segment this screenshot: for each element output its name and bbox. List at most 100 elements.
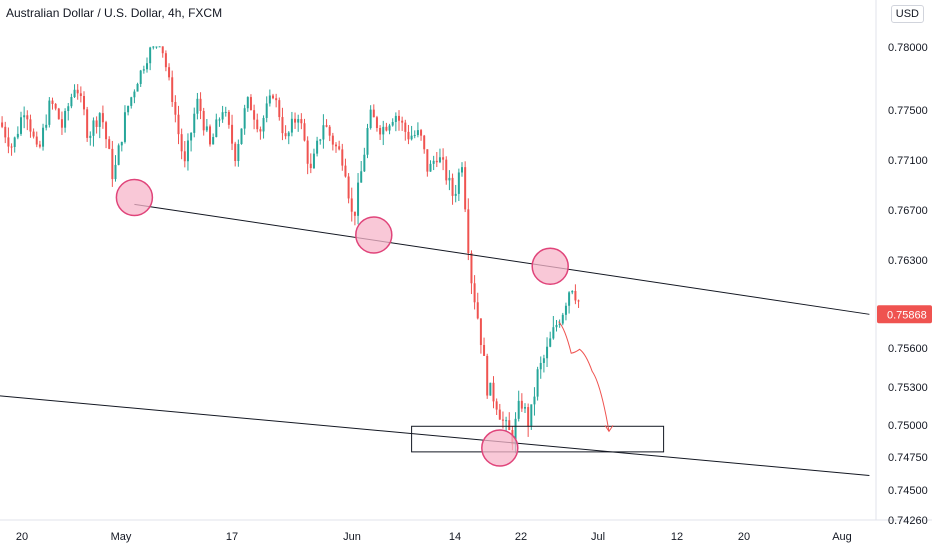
candle-body	[57, 108, 60, 120]
candle-body	[278, 100, 281, 118]
candle-body	[457, 172, 460, 194]
candle-body	[54, 103, 57, 109]
candle-body	[26, 115, 29, 120]
candle-body	[249, 97, 252, 111]
price-tick-label: 0.75300	[888, 382, 928, 394]
upper-trendline	[134, 203, 870, 315]
candle-body	[448, 177, 451, 181]
candle-body	[530, 404, 533, 427]
candle-body	[86, 109, 89, 138]
candle-body	[558, 323, 561, 325]
candle-body	[539, 362, 542, 370]
price-axis-background	[876, 0, 932, 550]
candle-body	[23, 115, 26, 118]
candle-body	[360, 171, 363, 183]
candle-body	[505, 420, 508, 422]
candle-body	[420, 130, 423, 136]
time-axis[interactable]: 20 May 17 Jun 14 22 Jul 12 20 Aug	[16, 531, 852, 543]
candle-body	[429, 163, 432, 172]
candle-body	[309, 163, 312, 169]
candle-body	[149, 47, 152, 64]
candle-body	[199, 98, 202, 111]
candle-body	[256, 119, 259, 130]
candle-body	[382, 126, 385, 135]
candle-body	[366, 128, 369, 155]
price-tick-label: 0.74260	[888, 515, 928, 527]
candle-body	[467, 209, 470, 254]
candle-body	[234, 143, 237, 162]
candle-body	[180, 134, 183, 152]
candle-body	[174, 101, 177, 115]
candle-body	[568, 292, 571, 306]
candle-body	[527, 407, 530, 427]
candle-body	[571, 290, 574, 293]
candle-body	[306, 140, 309, 164]
candle-body	[413, 135, 416, 137]
price-tick-label: 0.75000	[888, 420, 928, 432]
time-tick-label: 17	[226, 531, 238, 543]
candle-body	[246, 97, 249, 109]
candle-body	[394, 115, 397, 122]
price-axis[interactable]: 0.78000 0.77500 0.77100 0.76700 0.76300 0.756…	[877, 42, 932, 527]
candle-body	[272, 95, 274, 99]
candle-body	[284, 133, 287, 137]
currency-button[interactable]: USD	[890, 5, 924, 23]
candle-body	[215, 119, 218, 138]
candle-body	[574, 290, 577, 301]
touch-point-marker	[481, 429, 519, 467]
candle-body	[262, 117, 265, 132]
candle-body	[177, 114, 180, 135]
candle-body	[350, 198, 353, 212]
chart-title: Australian Dollar / U.S. Dollar, 4h, FXC…	[6, 6, 223, 20]
candle-body	[196, 98, 199, 114]
candle-body	[489, 382, 492, 396]
candle-body	[16, 133, 19, 138]
candle-body	[73, 89, 76, 98]
time-tick-label: 12	[671, 531, 683, 543]
time-tick-label: May	[111, 531, 132, 543]
candle-body	[331, 135, 334, 145]
candle-body	[325, 125, 328, 127]
candle-body	[10, 146, 13, 148]
candle-body	[561, 314, 564, 324]
time-tick-label: 20	[738, 531, 750, 543]
candle-body	[186, 140, 189, 162]
candle-body	[347, 176, 350, 199]
candle-body	[218, 119, 221, 121]
candle-body	[70, 97, 73, 107]
candle-body	[209, 126, 211, 145]
candle-body	[136, 83, 139, 92]
candle-body	[158, 46, 161, 48]
candle-body	[486, 355, 489, 396]
candle-body	[479, 318, 482, 346]
candle-body	[357, 182, 360, 216]
candle-body	[498, 409, 501, 420]
candle-body	[193, 113, 196, 133]
candle-body	[32, 131, 35, 137]
candle-body	[4, 126, 7, 138]
time-tick-label: 22	[515, 531, 527, 543]
candle-body	[83, 95, 85, 110]
candle-body	[536, 369, 539, 397]
candle-body	[401, 120, 404, 123]
candle-body	[369, 109, 372, 129]
candle-body	[38, 144, 41, 147]
candle-body	[114, 164, 117, 180]
candle-body	[130, 97, 133, 106]
candle-body	[341, 149, 344, 166]
candle-body	[416, 130, 419, 136]
candle-body	[92, 120, 95, 136]
candle-body	[237, 144, 240, 162]
candle-body	[139, 70, 142, 84]
price-tick-label: 0.77500	[888, 105, 928, 117]
candle-body	[95, 120, 98, 127]
candle-body	[98, 113, 101, 127]
candle-body	[265, 103, 268, 118]
candle-body	[303, 123, 306, 141]
candle-body	[190, 132, 193, 141]
candle-body	[407, 131, 410, 140]
candle-body	[542, 358, 545, 363]
candle-body	[111, 148, 114, 180]
candle-body	[142, 69, 145, 71]
